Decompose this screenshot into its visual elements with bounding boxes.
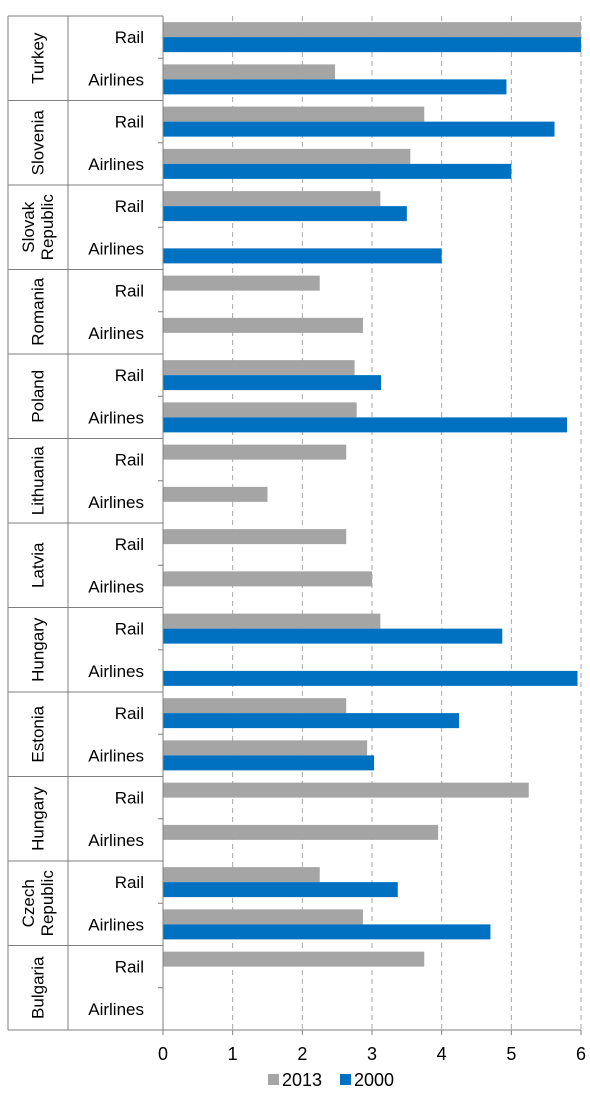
subcategory-label: Airlines [88,1000,144,1019]
bar-2013 [163,740,368,756]
bar-2013 [163,909,363,925]
group-label: Slovak [19,201,38,253]
group-label: Slovenia [29,110,48,176]
x-tick-label: 6 [576,1044,586,1064]
bar-2000 [163,628,503,644]
bar-2013 [163,106,425,122]
subcategory-label: Airlines [88,493,144,512]
bar-2000 [163,375,382,391]
group-label: Republic [38,870,57,937]
bar-2013 [163,951,425,967]
subcategory-label: Rail [115,535,144,554]
bar-2013 [163,698,347,714]
group-label: Poland [29,370,48,423]
group-label: Czech [19,879,38,927]
legend-swatch-2000 [340,1074,351,1085]
bar-2013 [163,275,320,291]
bar-2013 [163,64,336,80]
grid-lines [232,16,582,1030]
subcategory-label: Airlines [88,155,144,174]
legend-label-2013: 2013 [282,1070,322,1090]
group-label: Lithuania [29,446,48,516]
group-label: Republic [38,194,57,261]
subcategory-label: Airlines [88,915,144,934]
bar-2013 [163,191,381,207]
subcategory-label: Rail [115,620,144,639]
legend-swatch-2013 [268,1074,279,1085]
x-tick-label: 0 [158,1044,168,1064]
group-label: Bulgaria [29,956,48,1019]
bar-2013 [163,613,381,629]
subcategory-label: Airlines [88,662,144,681]
subcategory-label: Rail [115,28,144,47]
bar-2000 [163,755,375,771]
subcategory-label: Rail [115,282,144,301]
bar-2000 [163,163,512,179]
subcategory-label: Rail [115,113,144,132]
bar-2013 [163,22,581,38]
subcategory-label: Rail [115,366,144,385]
x-tick-label: 3 [367,1044,377,1064]
subcategory-label: Rail [115,197,144,216]
subcategory-label: Airlines [88,70,144,89]
subcategory-label: Airlines [88,577,144,596]
subcategory-label: Airlines [88,324,144,343]
subcategory-label: Rail [115,704,144,723]
subcategory-label: Rail [115,958,144,977]
x-tick-label: 1 [228,1044,238,1064]
x-tick-label: 2 [297,1044,307,1064]
bar-2000 [163,79,507,95]
bar-2013 [163,486,268,502]
legend-label-2000: 2000 [354,1070,394,1090]
x-tick-label: 4 [437,1044,447,1064]
bar-2013 [163,782,529,798]
subcategory-label: Airlines [88,831,144,850]
bar-2000 [163,417,568,433]
subcategory-label: Rail [115,873,144,892]
group-label: Hungary [29,786,48,851]
bar-2000 [163,882,398,898]
group-label: Romania [29,277,48,346]
bar-2013 [163,867,320,883]
category-labels: Rail Airlines Turkey Rail Airlines Slovenia Ra… [19,28,144,1019]
bar-2013 [163,148,411,164]
bar-2013 [163,824,439,840]
bar-2000 [163,670,578,686]
subcategory-label: Airlines [88,239,144,258]
bar-2013 [163,317,363,333]
group-label: Turkey [29,32,48,84]
bar-2013 [163,402,357,418]
group-label: Hungary [29,617,48,682]
legend: 2013 2000 [268,1070,394,1090]
bar-2000 [163,121,555,137]
axes [7,15,582,1035]
bar-2000 [163,924,491,940]
subcategory-label: Rail [115,451,144,470]
group-label: Latvia [29,542,48,588]
bar-2000 [163,206,407,222]
bar-2000 [163,37,581,53]
x-tick-label: 5 [506,1044,516,1064]
group-label: Estonia [29,705,48,762]
bars [163,22,581,967]
x-tick-labels: 0 1 2 3 4 5 6 [158,1044,586,1064]
bar-2013 [163,571,372,587]
subcategory-label: Airlines [88,408,144,427]
bar-2013 [163,444,347,460]
bar-2013 [163,529,347,545]
bar-2000 [163,248,442,264]
subcategory-label: Rail [115,789,144,808]
subcategory-label: Airlines [88,746,144,765]
bar-2013 [163,360,355,376]
bar-2000 [163,713,460,729]
